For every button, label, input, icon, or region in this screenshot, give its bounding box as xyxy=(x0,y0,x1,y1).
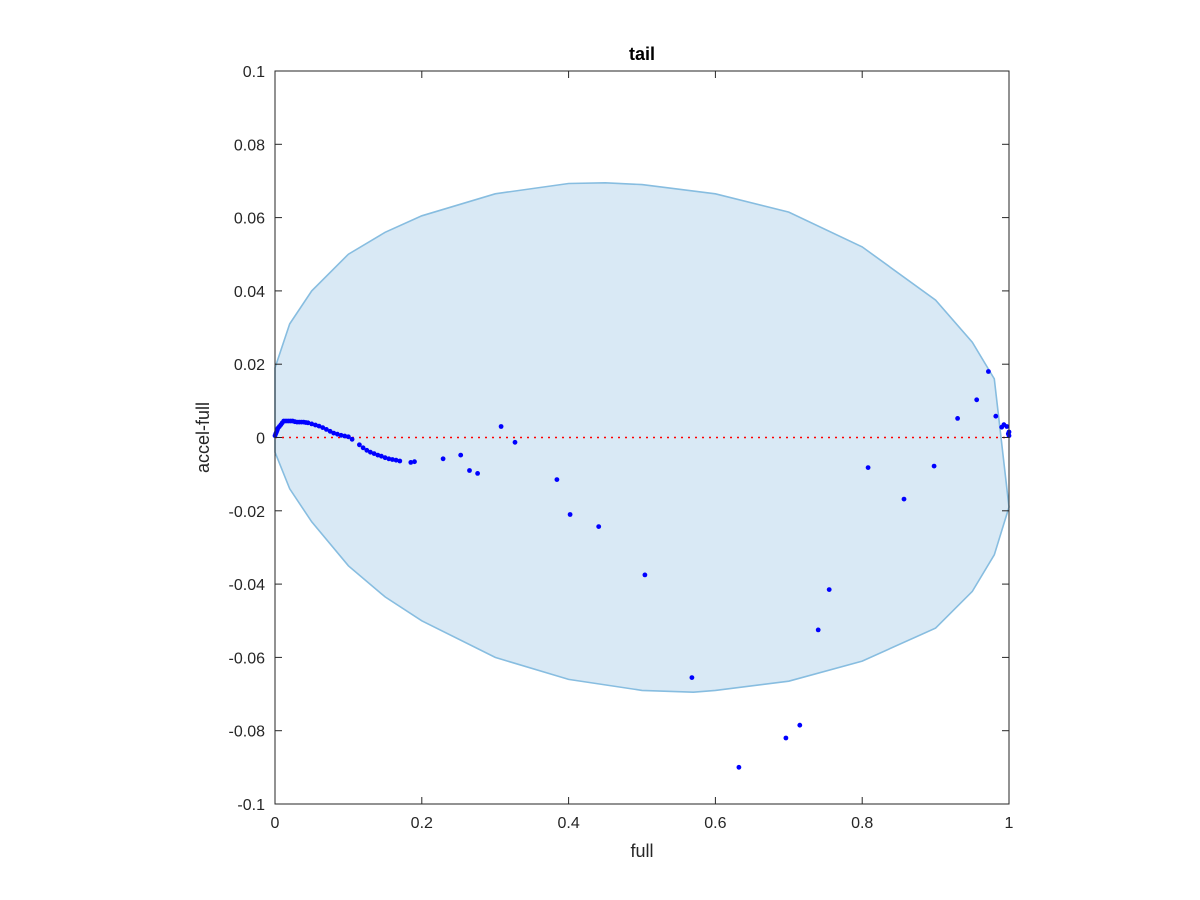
y-tick-label: 0.02 xyxy=(234,357,265,374)
plot-area xyxy=(272,181,1012,770)
data-point xyxy=(467,468,472,473)
y-tick-label: 0.1 xyxy=(243,64,265,81)
data-point xyxy=(309,421,315,427)
data-point xyxy=(554,477,560,482)
data-point xyxy=(826,587,832,592)
data-point xyxy=(357,442,362,448)
data-point xyxy=(320,425,326,430)
data-point xyxy=(986,369,991,374)
data-point xyxy=(689,675,695,680)
x-tick-label: 0.2 xyxy=(411,815,433,832)
data-point xyxy=(596,524,602,529)
data-point xyxy=(313,422,318,428)
x-tick-label: 0 xyxy=(271,815,280,832)
data-point xyxy=(901,496,907,502)
tick-labels: 0 0.2 0.4 0.6 0.8 1 -0.1 -0.08 -0.06 -0.04 -0.02 0 0… xyxy=(229,64,1014,832)
data-point xyxy=(335,431,340,437)
y-tick-label: -0.02 xyxy=(229,504,266,521)
axes-box xyxy=(274,70,1010,805)
data-point xyxy=(440,456,446,462)
data-point xyxy=(349,436,355,442)
data-point xyxy=(375,452,381,458)
data-point xyxy=(736,764,742,770)
data-point xyxy=(360,445,366,451)
y-tick-label: -0.06 xyxy=(229,650,266,667)
data-point xyxy=(382,455,388,461)
x-tick-label: 0.8 xyxy=(851,815,873,832)
data-point xyxy=(316,423,322,429)
data-point xyxy=(338,432,344,438)
x-tick-label: 0.6 xyxy=(704,815,726,832)
data-point xyxy=(955,416,960,421)
data-point xyxy=(1004,424,1010,429)
y-axis-label: accel-full xyxy=(193,402,213,473)
y-tick-label: 0.04 xyxy=(234,284,265,301)
y-tick-label: 0.06 xyxy=(234,211,265,228)
data-point xyxy=(458,452,464,458)
confidence-region xyxy=(274,181,1010,694)
data-point xyxy=(498,424,504,429)
data-point xyxy=(379,453,384,459)
data-point xyxy=(412,459,417,465)
data-point xyxy=(386,456,392,462)
x-tick-label: 0.4 xyxy=(557,815,579,832)
data-point xyxy=(567,512,573,517)
data-point xyxy=(974,397,980,403)
x-tick-label: 1 xyxy=(1005,815,1014,832)
data-point xyxy=(993,413,999,419)
data-point xyxy=(371,451,377,456)
x-axis-label: full xyxy=(630,841,653,861)
y-tick-label: -0.04 xyxy=(229,577,266,594)
data-point xyxy=(331,430,337,436)
data-point xyxy=(346,434,351,440)
data-point xyxy=(931,463,937,469)
data-point xyxy=(327,428,333,434)
data-point xyxy=(797,722,803,728)
data-point xyxy=(393,457,399,463)
data-point xyxy=(475,471,480,476)
data-point xyxy=(342,433,348,439)
data-point xyxy=(305,420,311,426)
data-point xyxy=(783,735,789,741)
data-point xyxy=(512,439,518,445)
data-point xyxy=(408,460,414,465)
data-point xyxy=(815,627,821,633)
data-point xyxy=(397,458,403,464)
data-point xyxy=(865,465,871,470)
y-tick-label: -0.1 xyxy=(237,797,265,814)
y-tick-label: 0 xyxy=(256,431,265,448)
data-point xyxy=(368,449,373,455)
data-point xyxy=(642,572,648,578)
y-tick-label: -0.08 xyxy=(229,724,266,741)
chart-title: tail xyxy=(629,44,655,64)
data-point xyxy=(390,457,395,462)
data-point xyxy=(364,447,370,453)
y-tick-label: 0.08 xyxy=(234,137,265,154)
data-point xyxy=(324,427,329,432)
